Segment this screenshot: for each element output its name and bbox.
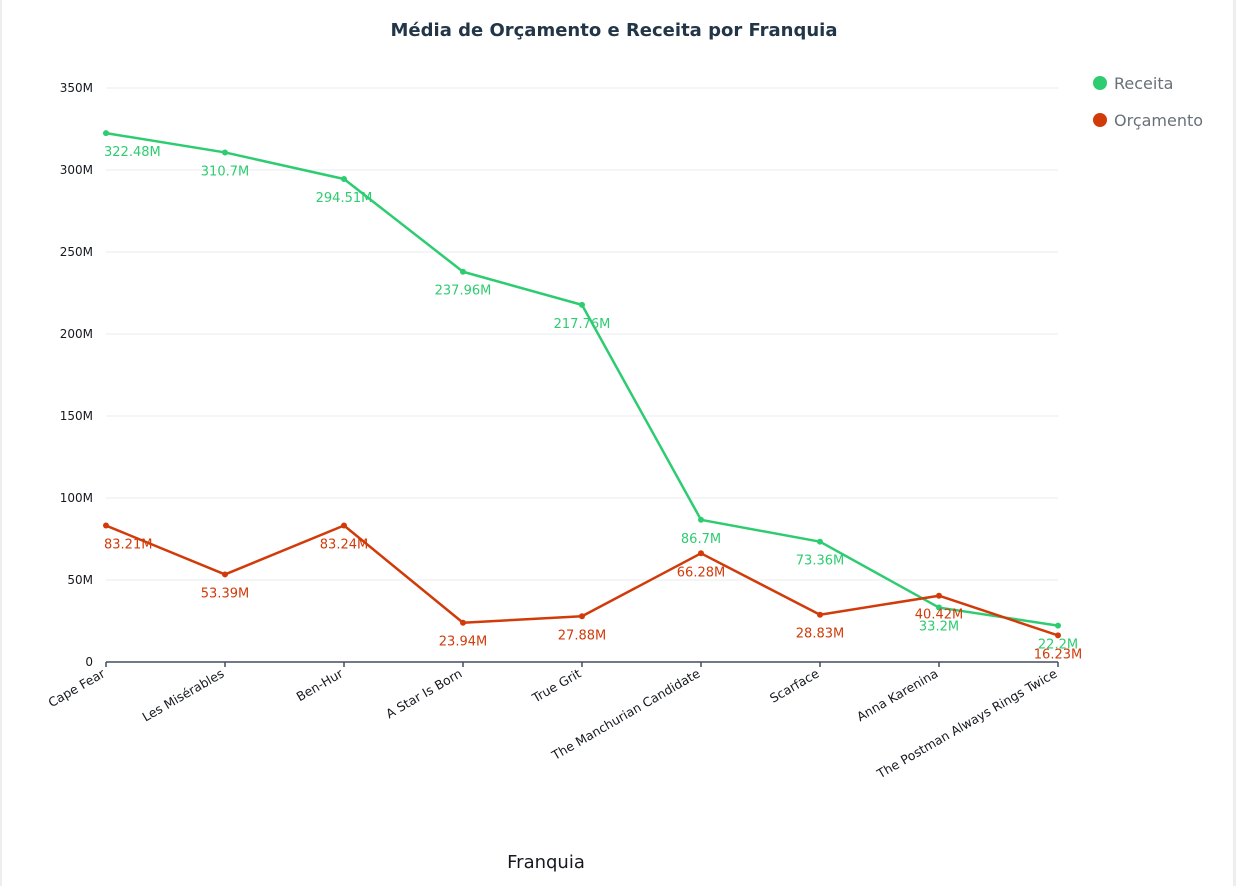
chart-title: Média de Orçamento e Receita por Franqui…	[391, 20, 838, 41]
y-tick-label: 200M	[60, 327, 93, 341]
y-tick-label: 150M	[60, 409, 93, 423]
data-label: 73.36M	[796, 554, 844, 569]
data-label: 83.24M	[320, 537, 368, 552]
data-point	[1055, 622, 1061, 629]
x-tick-label: True Grit	[529, 666, 584, 706]
data-label: 40.42M	[915, 608, 963, 623]
x-tick-label: Les Misérables	[140, 666, 227, 725]
data-label: 217.76M	[554, 317, 611, 332]
data-point	[222, 571, 228, 578]
legend-label[interactable]: Orçamento	[1114, 111, 1203, 130]
data-label: 83.21M	[104, 538, 152, 553]
data-label: 322.48M	[104, 145, 161, 160]
legend-marker[interactable]	[1093, 76, 1107, 90]
x-tick-label: Ben-Hur	[294, 665, 347, 704]
legend-marker[interactable]	[1093, 113, 1107, 127]
data-point	[579, 301, 585, 308]
data-point	[936, 604, 942, 611]
data-label: 86.7M	[681, 532, 721, 547]
data-label: 23.94M	[439, 635, 487, 650]
data-label: 294.51M	[316, 191, 373, 206]
data-point	[103, 130, 109, 137]
data-label: 33.2M	[919, 620, 959, 635]
data-point	[817, 611, 823, 618]
data-point	[341, 522, 347, 529]
data-point	[341, 176, 347, 183]
grid-lines	[106, 87, 1058, 581]
x-axis-title: Franquia	[507, 852, 585, 873]
series-group	[103, 130, 1061, 639]
data-labels: 322.48M 310.7M 294.51M 237.96M 217.76M 86.7M 7…	[104, 145, 1082, 662]
data-point	[222, 149, 228, 156]
data-label: 310.7M	[201, 164, 249, 179]
y-tick-label: 300M	[60, 163, 93, 177]
data-label: 22.2M	[1038, 638, 1078, 653]
data-point	[579, 613, 585, 620]
data-point	[936, 592, 942, 599]
data-point	[698, 516, 704, 523]
y-tick-label: 0	[85, 655, 93, 669]
data-point	[103, 522, 109, 529]
y-tick-label: 250M	[60, 245, 93, 259]
data-point	[460, 268, 466, 275]
x-axis: Cape Fear Les Misérables Ben-Hur A Star Is …	[45, 661, 1060, 782]
x-tick-label: Anna Karenina	[854, 666, 940, 725]
data-label: 53.39M	[201, 586, 249, 601]
y-tick-label: 100M	[60, 491, 93, 505]
data-point	[1055, 632, 1061, 639]
y-tick-label: 50M	[67, 573, 93, 587]
y-tick-label: 350M	[60, 81, 93, 95]
data-label: 28.83M	[796, 627, 844, 642]
data-point	[460, 619, 466, 626]
data-point	[698, 550, 704, 557]
data-label: 66.28M	[677, 565, 725, 580]
data-point	[817, 538, 823, 545]
x-tick-label: Scarface	[767, 665, 822, 705]
x-tick-label: Cape Fear	[45, 665, 108, 710]
x-tick-label: A Star Is Born	[383, 666, 464, 722]
legend-label[interactable]: Receita	[1114, 74, 1173, 93]
data-label: 27.88M	[558, 628, 606, 643]
legend[interactable]: Receita Orçamento	[1093, 74, 1203, 130]
data-label: 16.23M	[1034, 647, 1082, 662]
y-axis: 0 50M 100M 150M 200M 250M 300M 350M	[60, 81, 93, 669]
data-label: 237.96M	[435, 284, 492, 299]
series-line-receita	[105, 131, 1059, 627]
